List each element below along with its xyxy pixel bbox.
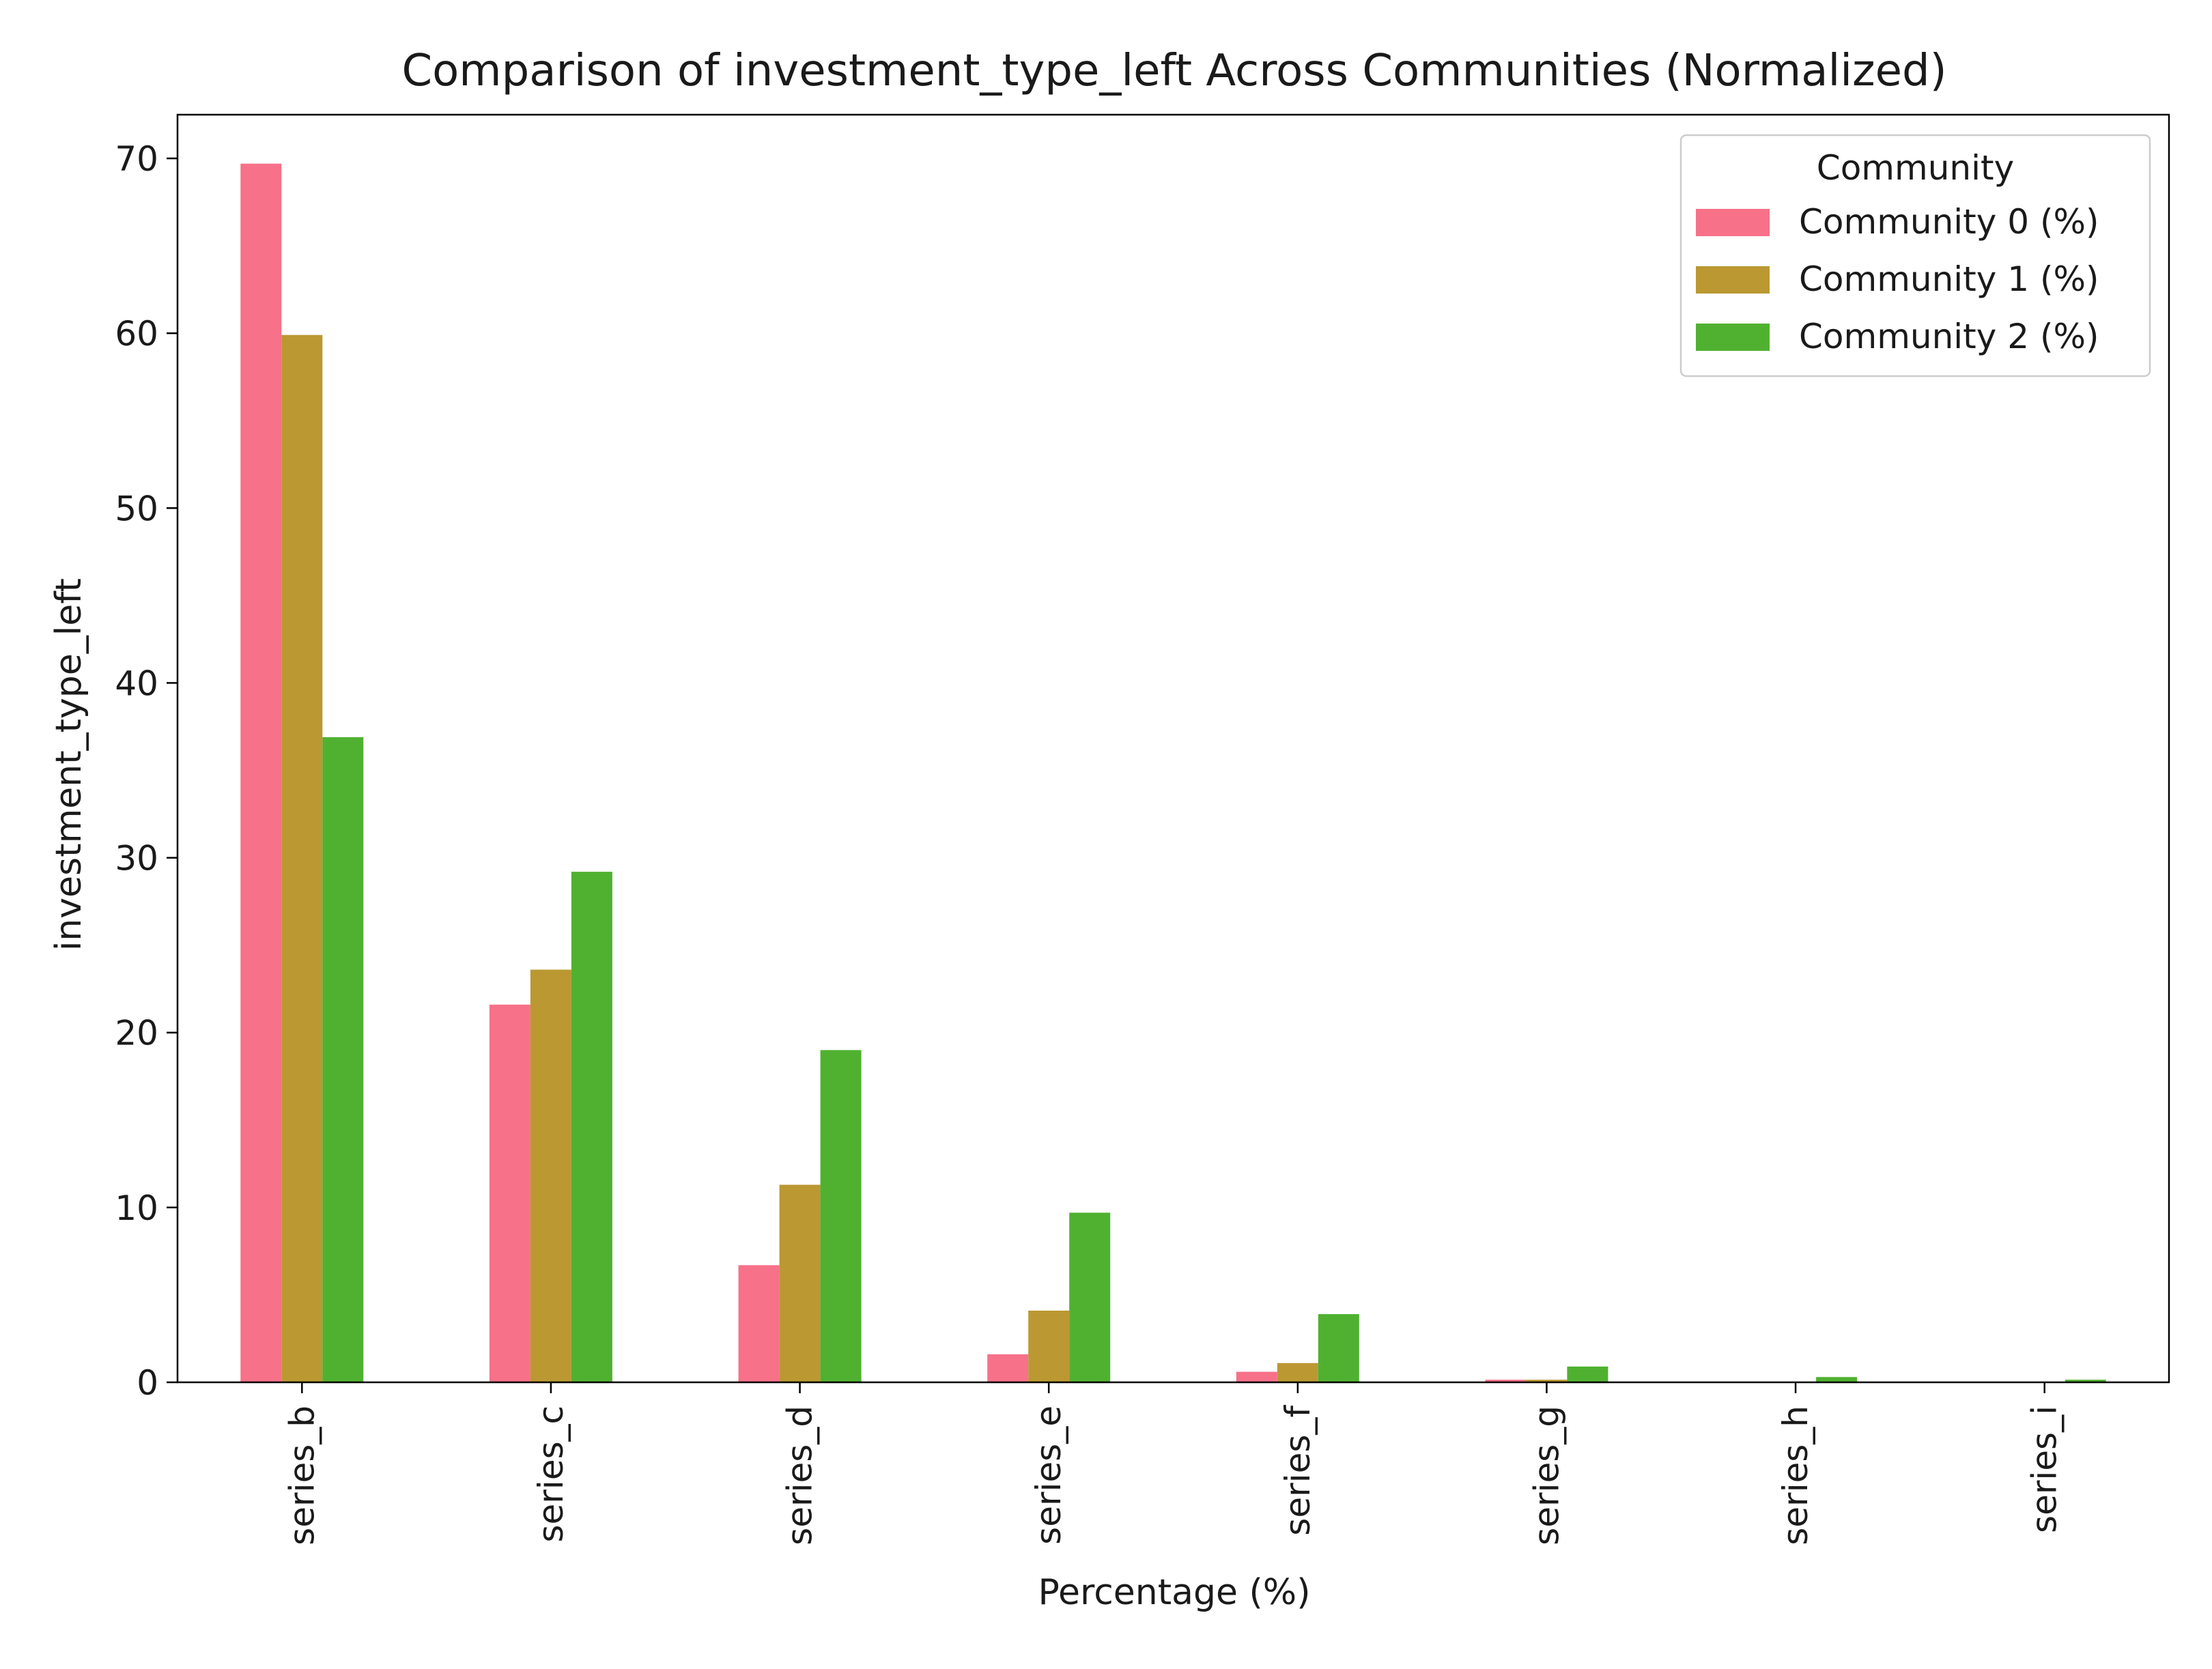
bar-series_i-series-2: [2065, 1380, 2106, 1382]
legend-label-0: Community 0 (%): [1799, 202, 2099, 242]
legend-label-2: Community 2 (%): [1799, 317, 2099, 356]
plot-frame: [176, 113, 2170, 1384]
y-tick-label-70: 70: [115, 139, 158, 179]
y-tick-label-50: 50: [115, 489, 158, 528]
legend-swatch-2: [1696, 324, 1770, 351]
bar-series_f-series-1: [1277, 1363, 1318, 1382]
y-tick-label-30: 30: [115, 839, 158, 879]
bar-series_b-series-2: [322, 737, 364, 1382]
y-tick-label-10: 10: [115, 1188, 158, 1228]
y-tick-label-0: 0: [137, 1363, 158, 1403]
bar-series_c-series-0: [489, 1004, 530, 1382]
legend-swatch-1: [1696, 266, 1770, 294]
x-tick-label-series_b: series_b: [282, 1406, 322, 1545]
x-tick-label-series_c: series_c: [531, 1406, 571, 1543]
legend-swatch-0: [1696, 209, 1770, 236]
bar-series_e-series-1: [1028, 1311, 1070, 1382]
bar-series_d-series-1: [779, 1184, 821, 1382]
plot-area: series_b series_c series_d series_e series_f…: [115, 113, 2170, 1545]
x-tick-label-series_h: series_h: [1776, 1406, 1815, 1545]
x-tick-label-series_e: series_e: [1029, 1406, 1068, 1545]
chart-title: Comparison of investment_type_left Acros…: [401, 46, 1946, 96]
bar-series_e-series-0: [987, 1354, 1029, 1382]
legend-title: Community: [1817, 148, 2014, 188]
y-tick-label-20: 20: [115, 1014, 158, 1053]
y-tick-label-40: 40: [115, 664, 158, 703]
bar-series_e-series-2: [1069, 1212, 1111, 1382]
legend-box: [1679, 134, 2151, 377]
y-tick-label-60: 60: [115, 314, 158, 354]
x-tick-label-series_g: series_g: [1527, 1406, 1566, 1545]
bar-series_d-series-2: [820, 1050, 862, 1382]
bar-series_f-series-0: [1236, 1371, 1277, 1382]
x-tick-label-series_i: series_i: [2025, 1406, 2065, 1533]
x-axis-label: Percentage (%): [1038, 1572, 1310, 1613]
bar-series_c-series-2: [571, 872, 612, 1382]
bar-series_g-series-2: [1567, 1366, 1608, 1382]
y-axis-label: investment_type_left: [48, 578, 89, 951]
legend-label-1: Community 1 (%): [1799, 259, 2099, 299]
x-tick-label-series_d: series_d: [780, 1406, 820, 1545]
bar-series_g-series-0: [1485, 1380, 1527, 1382]
x-tick-label-series_f: series_f: [1278, 1405, 1318, 1536]
bar-series_b-series-1: [281, 334, 323, 1383]
bar-series_f-series-2: [1318, 1314, 1359, 1382]
bar-series_g-series-1: [1526, 1380, 1568, 1382]
bar-series_d-series-0: [738, 1265, 780, 1382]
legend: Community Community 0 (%) Community 1 (%) C…: [1679, 134, 2151, 377]
bar-series_c-series-1: [530, 969, 571, 1382]
bar-series_h-series-2: [1816, 1377, 1858, 1382]
bar-series_b-series-0: [240, 163, 282, 1383]
